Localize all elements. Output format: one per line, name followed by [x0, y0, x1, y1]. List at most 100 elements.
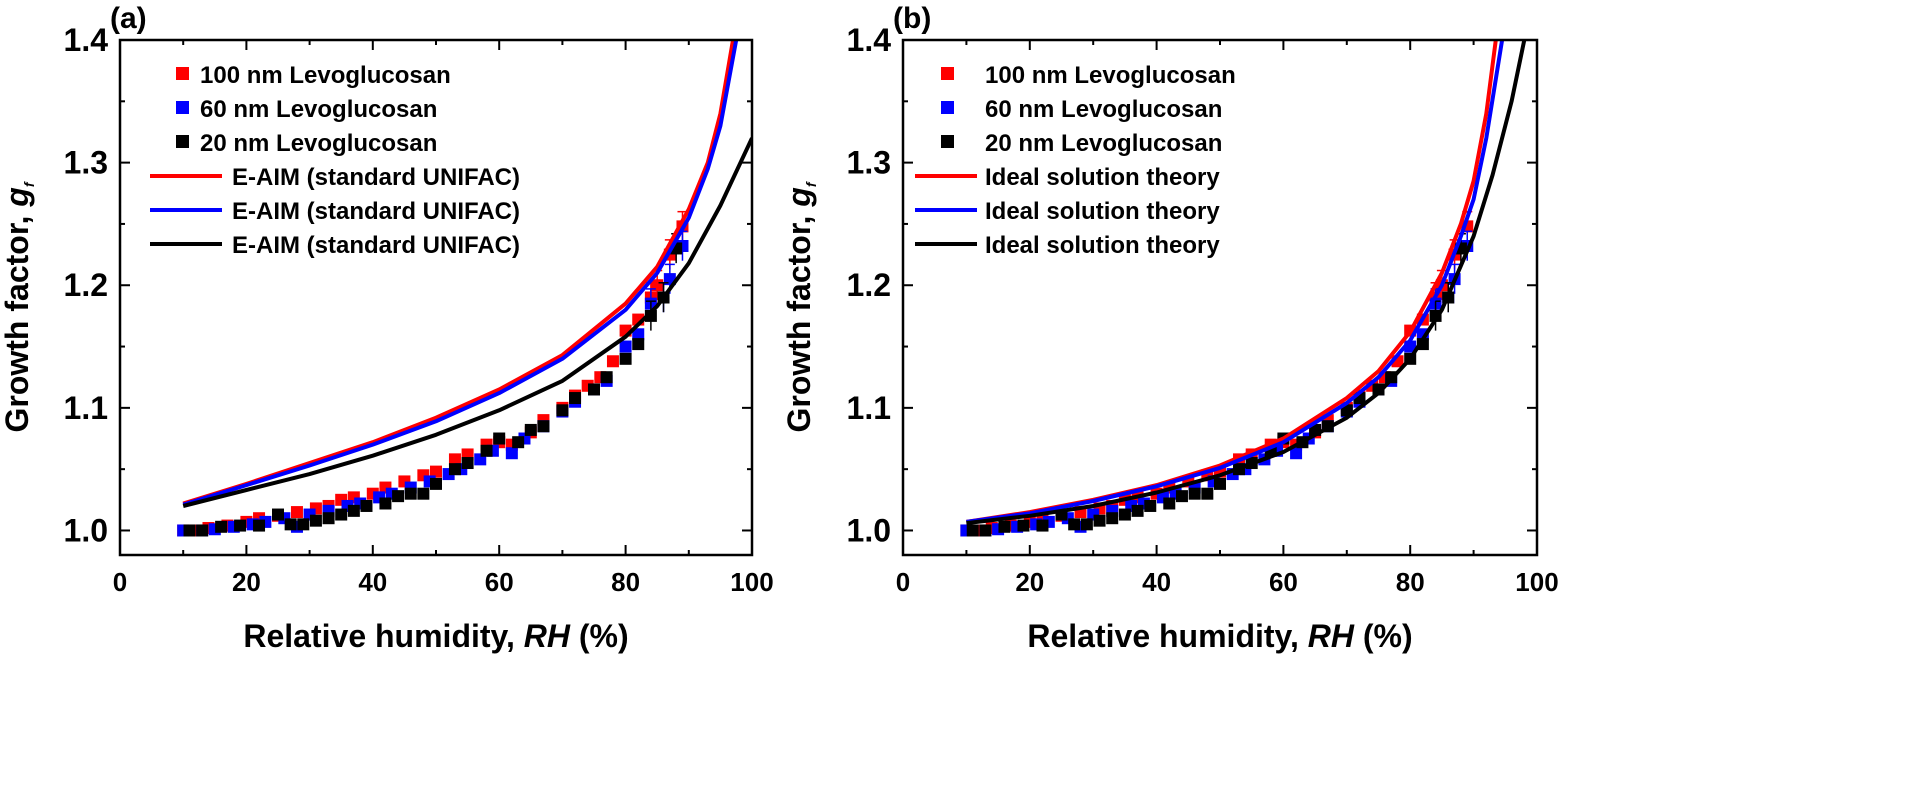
legend-marker — [941, 67, 954, 80]
data-point-20nm — [588, 383, 600, 396]
data-point-20nm — [297, 518, 310, 531]
x-label-text: Relative humidity, — [1027, 618, 1307, 654]
x-tick-label: 0 — [113, 567, 127, 597]
data-point-100nm — [430, 465, 442, 478]
data-point-20nm — [392, 490, 405, 503]
x-tick-label: 60 — [1269, 567, 1298, 597]
data-point-20nm — [183, 524, 196, 537]
data-point-100nm — [606, 355, 619, 368]
data-point-20nm — [493, 432, 506, 445]
data-point-60nm — [632, 328, 645, 341]
y-label-italic: g — [781, 187, 817, 208]
legend-label: 20 nm Levoglucosan — [200, 130, 437, 157]
data-point-20nm — [461, 457, 474, 470]
legend-label: Ideal solution theory — [985, 164, 1220, 191]
x-tick-label: 0 — [896, 567, 910, 597]
model-curve — [966, 40, 1527, 526]
x-tick-label: 40 — [1142, 567, 1171, 597]
y-tick-label: 1.3 — [847, 145, 891, 181]
data-point-20nm — [335, 508, 348, 521]
y-tick-label: 1.2 — [64, 267, 108, 303]
x-label-italic: RH — [1308, 618, 1355, 654]
legend: 100 nm Levoglucosan 60 nm Levoglucosan 20 … — [150, 62, 520, 259]
axes-frame — [901, 38, 1539, 557]
legend-label: 100 nm Levoglucosan — [985, 62, 1236, 89]
panel-a: 0 20 40 60 80 100 1.0 1.1 1.2 1.3 1.4 100 nm Levogl… — [0, 2, 774, 654]
legend-label: 60 nm Levoglucosan — [200, 96, 437, 123]
model-curve — [182, 40, 739, 507]
data-point-20nm — [1068, 518, 1081, 531]
data-point-20nm — [556, 404, 569, 417]
x-tick-label: 80 — [1396, 567, 1425, 597]
data-point-20nm — [966, 524, 979, 537]
panel-label: (b) — [893, 2, 931, 35]
model-curve — [182, 137, 752, 508]
legend-label: 100 nm Levoglucosan — [200, 62, 451, 89]
data-point-20nm — [512, 436, 525, 449]
data-point-20nm — [379, 497, 392, 510]
legend-label: Ideal solution theory — [985, 198, 1220, 225]
data-point-20nm — [619, 352, 632, 365]
data-point-20nm — [347, 504, 360, 517]
legend-label: 20 nm Levoglucosan — [985, 130, 1222, 157]
y-axis-label: Growth factor, gf — [781, 181, 819, 432]
y-label-italic: g — [0, 187, 35, 208]
data-point-20nm — [430, 477, 442, 490]
data-point-100nm — [448, 453, 461, 466]
data-point-20nm — [417, 487, 430, 500]
data-point-20nm — [234, 519, 247, 532]
y-tick-label: 1.1 — [64, 390, 108, 426]
legend-label: 60 nm Levoglucosan — [985, 96, 1222, 123]
data-point-20nm — [1214, 477, 1226, 490]
data-point-20nm — [1080, 518, 1093, 531]
y-label-text: Growth factor, — [781, 207, 817, 433]
data-point-20nm — [979, 524, 992, 537]
x-tick-label: 40 — [358, 567, 387, 597]
data-point-20nm — [569, 392, 582, 405]
x-label-suffix: (%) — [1354, 618, 1413, 654]
x-tick-label: 60 — [485, 567, 514, 597]
x-tick-label: 20 — [1015, 567, 1044, 597]
y-tick-label: 1.2 — [847, 267, 891, 303]
model-curve — [966, 40, 1505, 524]
data-point-20nm — [322, 512, 335, 525]
data-point-20nm — [272, 508, 284, 521]
data-point-20nm — [1036, 519, 1049, 532]
panel-b: 0 20 40 60 80 100 1.0 1.1 1.2 1.3 1.4 100 nm Levogl… — [781, 2, 1559, 654]
data-point-20nm — [309, 514, 322, 527]
data-point-20nm — [360, 499, 373, 512]
y-label-subscript: f — [803, 181, 819, 187]
data-point-100nm — [253, 512, 266, 525]
y-label-subscript: f — [21, 181, 37, 187]
x-axis-label: Relative humidity, RH (%) — [1027, 618, 1412, 654]
y-tick-label: 1.0 — [64, 512, 108, 548]
legend-label: E-AIM (standard UNIFAC) — [232, 232, 520, 259]
data-point-20nm — [196, 524, 209, 537]
x-axis-label: Relative humidity, RH (%) — [243, 618, 628, 654]
y-axis-label: Growth factor, gf — [0, 181, 37, 432]
data-point-20nm — [632, 338, 645, 351]
data-point-20nm — [404, 487, 417, 500]
data-point-20nm — [537, 420, 550, 433]
data-point-20nm — [1131, 504, 1144, 517]
data-point-100nm — [505, 438, 518, 451]
x-label-italic: RH — [524, 618, 571, 654]
x-tick-label: 20 — [232, 567, 261, 597]
data-point-20nm — [1201, 487, 1214, 500]
data-point-20nm — [998, 520, 1011, 533]
data-point-20nm — [480, 444, 493, 457]
data-point-20nm — [253, 519, 266, 532]
data-point-20nm — [448, 463, 461, 476]
panel-label: (a) — [110, 2, 147, 35]
x-tick-label: 80 — [611, 567, 640, 597]
plot-area — [177, 40, 752, 537]
x-label-suffix: (%) — [570, 618, 629, 654]
data-point-20nm — [215, 520, 228, 533]
y-tick-label: 1.1 — [847, 390, 891, 426]
legend-label: E-AIM (standard UNIFAC) — [232, 198, 520, 225]
legend: 100 nm Levoglucosan 60 nm Levoglucosan 20 … — [915, 62, 1236, 259]
data-point-20nm — [1106, 512, 1119, 525]
x-label-text: Relative humidity, — [243, 618, 523, 654]
plot-area — [960, 40, 1527, 537]
